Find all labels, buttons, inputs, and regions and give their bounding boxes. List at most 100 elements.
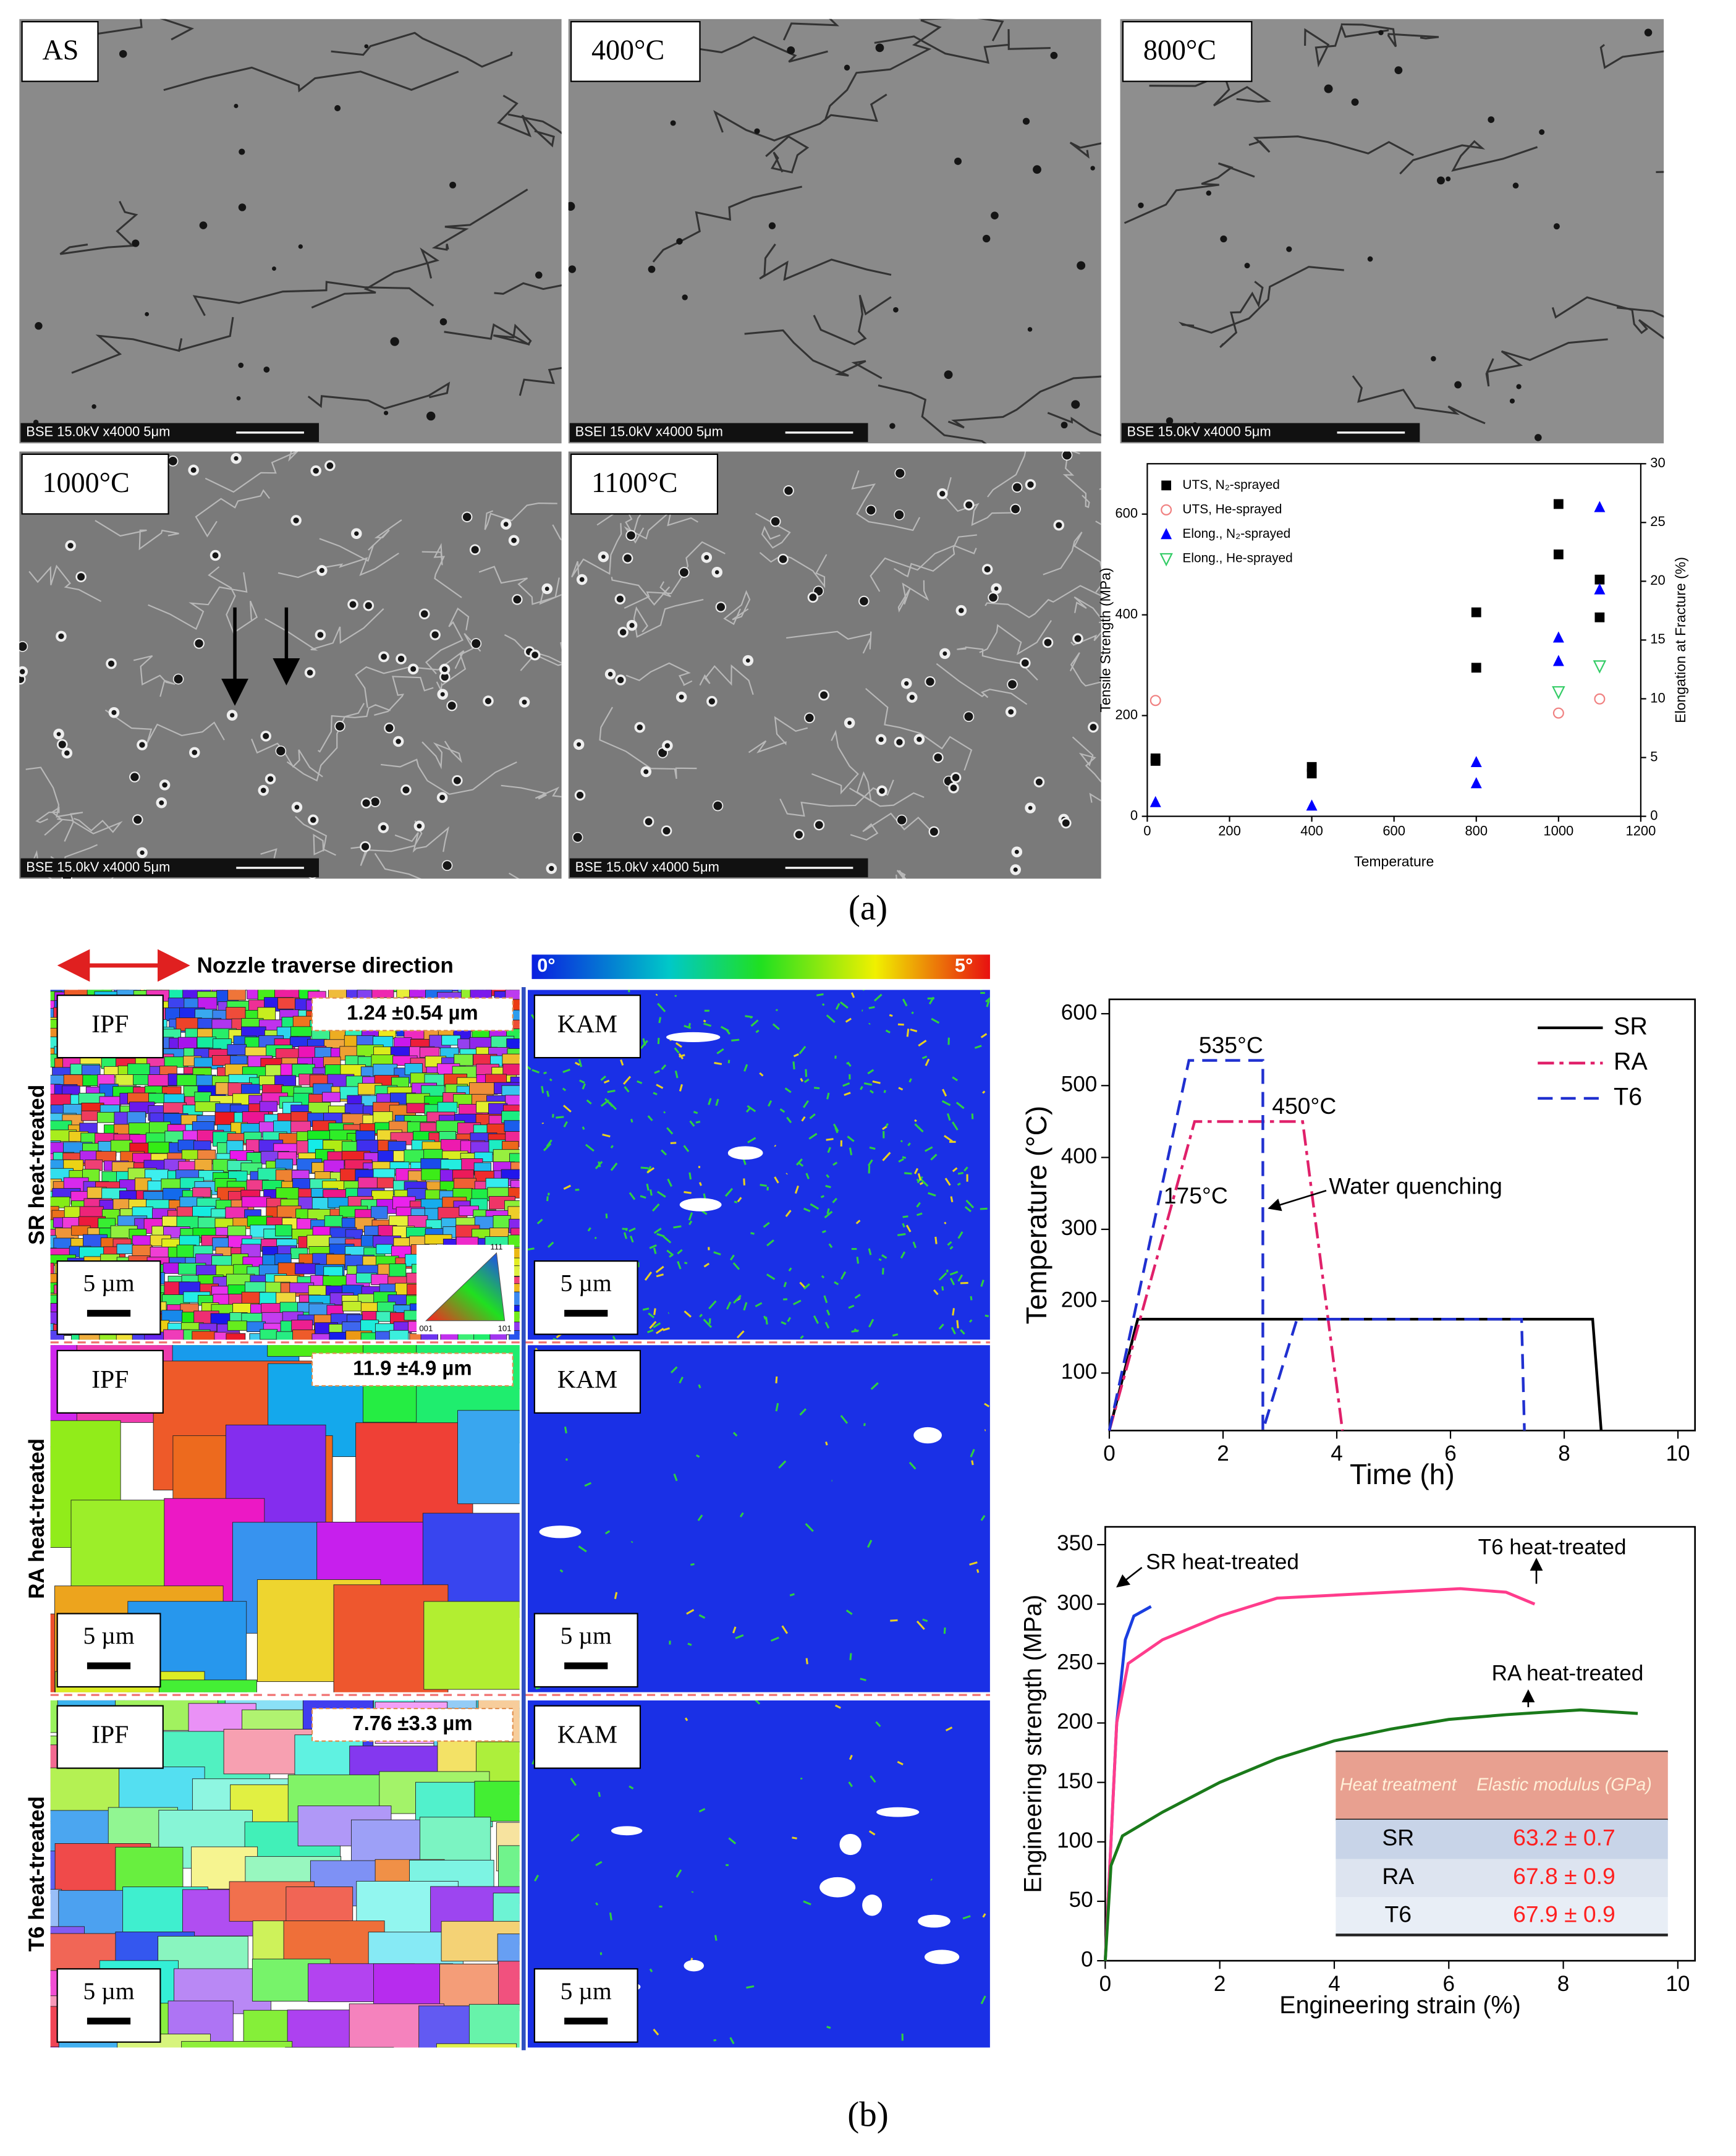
void [539, 1526, 582, 1538]
kam-speck [766, 1239, 774, 1247]
pore [779, 555, 787, 563]
grain-size-box [311, 997, 514, 1032]
pore [897, 815, 907, 825]
pore [133, 815, 142, 824]
kam-speck [974, 1045, 982, 1049]
kam-speck [586, 1099, 592, 1105]
pore [192, 750, 198, 755]
grain [507, 1234, 520, 1248]
kam-speck [684, 1190, 692, 1194]
kam-speck [608, 1101, 617, 1110]
pore [1644, 28, 1653, 36]
x-tick-label: 1000 [1543, 823, 1573, 839]
pore [531, 651, 538, 658]
pore [577, 742, 582, 747]
kam-speck [691, 1891, 694, 1893]
void [611, 1826, 643, 1836]
kam-speck [763, 1221, 770, 1228]
kam-speck [605, 1213, 608, 1219]
kam-speck [646, 1167, 655, 1174]
grain-boundary [277, 553, 399, 579]
grain-boundary [874, 29, 1051, 64]
kam-speck [845, 1017, 852, 1023]
grain-boundary [317, 704, 391, 753]
label-box [21, 21, 99, 82]
y-tick-label: 300 [1061, 1216, 1098, 1240]
grain-boundary [1069, 142, 1101, 159]
kam-speck [800, 1335, 804, 1339]
grain [259, 1101, 278, 1112]
pore [549, 865, 554, 872]
pore [991, 211, 999, 220]
kam-speck [674, 1070, 679, 1079]
kam-speck [793, 1053, 799, 1058]
y-tick-label: 400 [1061, 1144, 1098, 1168]
label-box [56, 1349, 164, 1414]
kam-speck [906, 1029, 910, 1037]
grain [241, 1196, 271, 1208]
pore [447, 702, 456, 710]
grain [423, 1601, 520, 1690]
kam-speck [781, 1625, 789, 1634]
grain-boundary [1178, 266, 1344, 334]
y-tick-label: 0 [1081, 1947, 1093, 1971]
kam-speck [649, 1244, 657, 1249]
kam-speck [985, 997, 990, 1003]
kam-speck [746, 1985, 755, 1989]
point [1306, 768, 1317, 779]
grain-boundary [1124, 162, 1255, 224]
y2-tick-label: 15 [1650, 631, 1665, 647]
pore [365, 602, 372, 609]
kam-speck [908, 1461, 917, 1470]
map-group [568, 451, 1101, 879]
micrograph [568, 19, 1101, 444]
grain-boundary [1352, 375, 1486, 425]
pore [1061, 422, 1068, 429]
pore [402, 786, 410, 794]
kam-speck [928, 996, 935, 1005]
grain-boundary [421, 741, 462, 770]
kam-speck [663, 1111, 666, 1114]
table-cell: 67.9 ± 0.9 [1513, 1901, 1615, 1927]
grain-boundary [1072, 736, 1101, 783]
kam-speck [834, 1281, 839, 1286]
grain-boundary [484, 502, 557, 530]
kam-speck [970, 1448, 975, 1458]
y-tick-label: 50 [1069, 1888, 1093, 1912]
scale-bar-label: 5 µm [561, 1270, 612, 1297]
scale-box [56, 1260, 161, 1335]
grain-boundary [870, 545, 977, 592]
pore [440, 692, 445, 697]
kam-speck [912, 1241, 917, 1249]
kam-speck [821, 1275, 825, 1279]
kam-speck [649, 1968, 653, 1972]
kam-speck [944, 1221, 947, 1224]
pore [441, 666, 448, 673]
kam-speck [938, 1272, 947, 1281]
kam-speck [900, 1140, 903, 1143]
pore [579, 577, 585, 582]
y2-tick-label: 10 [1650, 690, 1665, 705]
point [1471, 607, 1481, 618]
kam-speck [867, 1069, 874, 1075]
kam-speck [951, 1326, 956, 1335]
grain-boundary [878, 384, 987, 444]
pore [627, 531, 635, 540]
grain-boundary [571, 523, 622, 578]
legend-label: UTS, N₂-sprayed [1182, 478, 1279, 492]
grain-boundary [205, 451, 299, 493]
kam-speck [763, 1315, 767, 1320]
pore [670, 120, 676, 126]
annotation: Water quenching [1329, 1173, 1502, 1199]
pore [994, 586, 999, 591]
kam-speck [980, 990, 982, 991]
kam-speck [941, 1100, 951, 1106]
grain-boundary [133, 655, 176, 697]
pore [1056, 522, 1062, 528]
void [918, 1914, 951, 1928]
grain [227, 1320, 247, 1331]
map-group [1120, 19, 1664, 444]
pore [708, 698, 715, 705]
kam-speck [679, 1377, 684, 1384]
kam-speck [640, 1195, 646, 1199]
